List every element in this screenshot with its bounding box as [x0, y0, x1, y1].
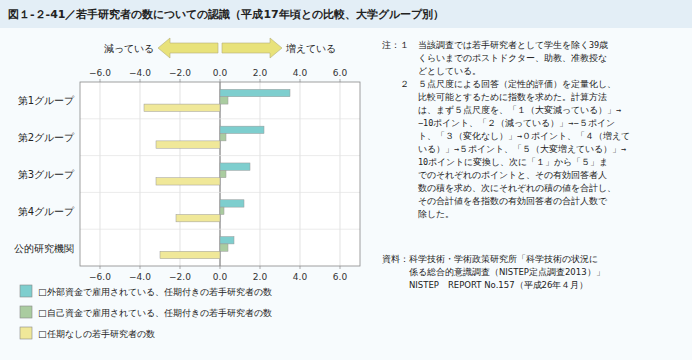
tick-label: 0.0 — [213, 68, 228, 78]
plot-area — [80, 82, 360, 266]
tick-mark — [140, 266, 141, 269]
title: 図１-２-41／若手研究者の数についての認識（平成17年頃との比較、大学グループ… — [8, 8, 444, 21]
tick-label: −4.0 — [129, 272, 151, 282]
title-bar — [0, 0, 692, 28]
tick-label: −2.0 — [169, 68, 191, 78]
grid-line — [340, 82, 341, 266]
note-line: 注：１ 当該調査では若手研究者として学生を除く39歳 — [382, 40, 608, 50]
tick-mark — [220, 266, 221, 269]
group-separator — [80, 155, 360, 156]
bar — [220, 163, 250, 170]
tick-label: 2.0 — [253, 68, 268, 78]
tick-label: 4.0 — [293, 68, 308, 78]
tick-mark — [300, 79, 301, 82]
bar — [220, 237, 234, 244]
tick-mark — [300, 266, 301, 269]
grid-line — [140, 82, 141, 266]
tick-label: 6.0 — [333, 68, 348, 78]
bar — [156, 178, 220, 185]
legend-label: □外部資金で雇用されている、任期付きの若手研究者の数 — [38, 287, 272, 297]
note-line: いる）」→５ポイント、「５（大変増えている）」→ — [382, 144, 626, 154]
plot-frame — [80, 82, 360, 266]
tick-mark — [260, 79, 261, 82]
legend-swatch — [20, 306, 32, 318]
tick-label: −6.0 — [89, 272, 111, 282]
y-axis: 第1グループ第2グループ第3グループ第4グループ公的研究機関 — [14, 95, 75, 253]
tick-label: 0.0 — [213, 272, 228, 282]
tick-label: 4.0 — [293, 272, 308, 282]
source-line: 資料：科学技術・学術政策研究所「科学技術の状況に — [382, 254, 598, 264]
bar — [220, 97, 228, 104]
group-separator — [80, 229, 360, 230]
annotation: 減っている — [104, 43, 154, 54]
note-line: −10ポイント、「２（減っている）」→−５ポイン — [382, 118, 615, 128]
note-line: は、まず５点尺度を、「１（大変減っている）」→ — [382, 105, 621, 115]
category-label: 第2グループ — [18, 132, 75, 143]
arrow-right — [222, 38, 282, 58]
legend-label: □自己資金で雇用されている、任期付きの若手研究者の数 — [38, 308, 272, 318]
notes: 注：１ 当該調査では若手研究者として学生を除く39歳 くらいまでのポストドクター… — [382, 40, 630, 219]
bars — [144, 89, 290, 258]
bar — [160, 251, 220, 258]
bar — [156, 141, 220, 148]
note-line: くらいまでのポストドクター、助教、准教授な — [382, 53, 607, 63]
grid-line — [260, 82, 261, 266]
bar — [220, 170, 226, 177]
arrow-left — [158, 38, 218, 58]
background — [0, 0, 692, 360]
tick-mark — [340, 79, 341, 82]
tick-mark — [100, 79, 101, 82]
chart: 図１-２-41／若手研究者の数についての認識（平成17年頃との比較、大学グループ… — [0, 0, 692, 360]
tick-mark — [140, 79, 141, 82]
tick-mark — [220, 79, 221, 82]
bar — [220, 126, 264, 133]
bar — [144, 104, 220, 111]
bar — [220, 207, 224, 214]
source-line: 係る総合的意識調査（NISTEP定点調査2013）」 — [382, 267, 605, 277]
note-line: ト、「３（変化なし）」→０ポイント、「４（増えて — [382, 131, 630, 141]
source: 資料：科学技術・学術政策研究所「科学技術の状況に 係る総合的意識調査（NISTE… — [382, 254, 605, 290]
x-axis: −6.0 −6.0 −4.0 −4.0 −2.0 −2.0 0.0 0.0 2.0 2.0 4.0 4… — [89, 68, 347, 282]
note-line: でのそれぞれのポイントと、その有効回答者人 — [382, 170, 607, 180]
tick-label: −6.0 — [89, 68, 111, 78]
category-label: 公的研究機関 — [14, 243, 74, 254]
tick-label: 2.0 — [253, 272, 268, 282]
bar — [220, 244, 228, 251]
legend-label: □任期なしの若手研究者の数 — [38, 329, 155, 339]
tick-mark — [180, 79, 181, 82]
note-line: 数の積を求め、次にそれぞれの積の値を合計し、 — [382, 183, 616, 193]
tick-label: −4.0 — [129, 68, 151, 78]
direction-arrows: 減っている 増えている — [104, 38, 336, 58]
group-separator — [80, 192, 360, 193]
note-line: ２ ５点尺度による回答（定性的評価）を定量化し、 — [382, 79, 616, 89]
category-label: 第4グループ — [18, 206, 75, 217]
grid — [80, 82, 360, 266]
tick-label: 6.0 — [333, 272, 348, 282]
tick-mark — [340, 266, 341, 269]
legend: □外部資金で雇用されている、任期付きの若手研究者の数 □自己資金で雇用されている、… — [20, 285, 272, 339]
category-label: 第1グループ — [18, 95, 75, 106]
annotation: 増えている — [285, 43, 336, 54]
legend-swatch — [20, 285, 32, 297]
tick-mark — [260, 266, 261, 269]
note-line: 除した。 — [382, 209, 454, 219]
bar — [176, 214, 220, 221]
bar — [220, 200, 244, 207]
tick-label: −2.0 — [169, 272, 191, 282]
note-line: 10ポイントに変換し、次に「１」から「５」ま — [382, 157, 608, 167]
group-separator — [80, 118, 360, 119]
grid-line — [100, 82, 101, 266]
tick-mark — [100, 266, 101, 269]
note-line: その合計値を各指数の有効回答者の合計人数で — [382, 196, 608, 206]
note-line: どとしている。 — [382, 66, 481, 76]
bar — [220, 134, 226, 141]
bar — [220, 89, 290, 96]
tick-mark — [180, 266, 181, 269]
source-line: NISTEP REPORT No.157（平成26年４月） — [382, 280, 588, 290]
note-line: 比較可能とするために指数を求めた。計算方法 — [382, 92, 607, 102]
grid-line — [300, 82, 301, 266]
category-label: 第3グループ — [18, 169, 75, 180]
legend-swatch — [20, 327, 32, 339]
